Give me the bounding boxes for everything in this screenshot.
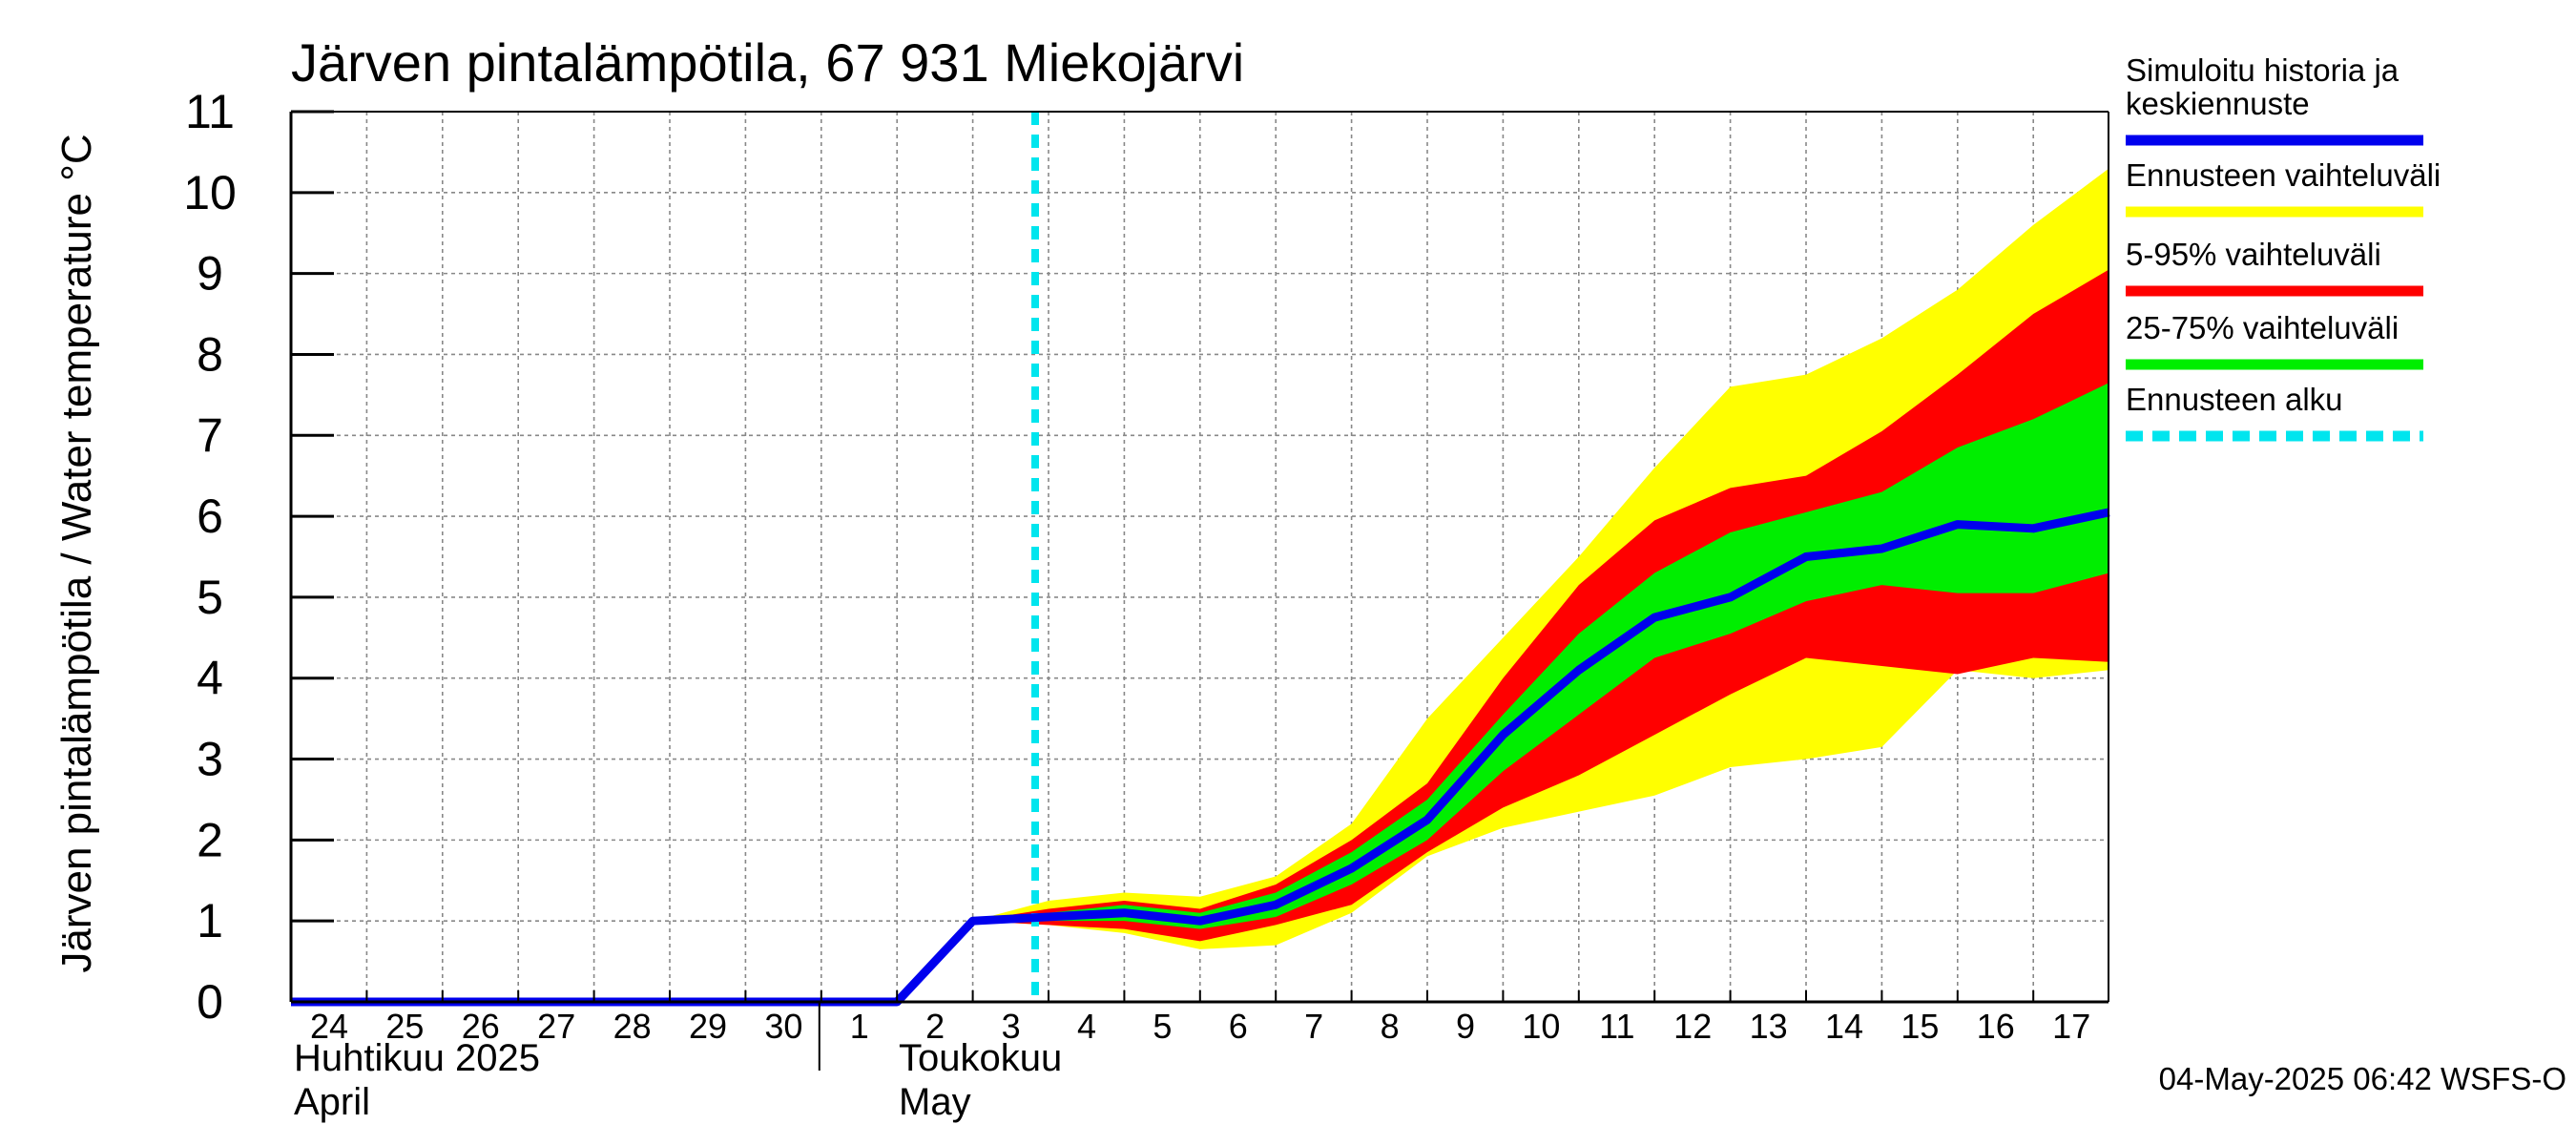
x-tick-label: 16 <box>1977 1007 2015 1046</box>
x-tick-label: 14 <box>1825 1007 1863 1046</box>
y-tick-label: 1 <box>197 894 223 947</box>
month-label-en: April <box>294 1081 370 1123</box>
band-0 <box>972 168 2109 949</box>
x-tick-label: 13 <box>1750 1007 1788 1046</box>
x-tick-label: 6 <box>1229 1007 1248 1046</box>
y-tick-label: 4 <box>197 652 223 705</box>
legend-label: 25-75% vaihteluväli <box>2126 310 2399 345</box>
y-tick-label: 0 <box>197 975 223 1029</box>
x-tick-label: 10 <box>1522 1007 1560 1046</box>
legend-label: 5-95% vaihteluväli <box>2126 237 2381 272</box>
x-tick-label: 28 <box>613 1007 652 1046</box>
x-tick-label: 15 <box>1901 1007 1939 1046</box>
y-tick-label: 11 <box>185 85 235 138</box>
x-tick-label: 5 <box>1153 1007 1172 1046</box>
legend-label: Simuloitu historia ja <box>2126 52 2399 88</box>
x-tick-label: 26 <box>462 1007 500 1046</box>
y-tick-label: 9 <box>197 247 223 301</box>
month-label-fi: Toukokuu <box>899 1037 1062 1079</box>
x-tick-label: 8 <box>1381 1007 1400 1046</box>
legend-label: Ennusteen vaihteluväli <box>2126 157 2441 193</box>
x-tick-label: 11 <box>1599 1007 1634 1046</box>
legend-label: Ennusteen alku <box>2126 382 2343 417</box>
band-1 <box>972 269 2109 942</box>
x-tick-label: 3 <box>1002 1007 1021 1046</box>
x-tick-label: 2 <box>925 1007 945 1046</box>
chart-title: Järven pintalämpötila, 67 931 Miekojärvi <box>291 32 1244 93</box>
x-tick-label: 12 <box>1673 1007 1712 1046</box>
y-tick-label: 2 <box>197 813 223 866</box>
x-tick-label: 24 <box>310 1007 348 1046</box>
y-tick-label: 7 <box>197 408 223 462</box>
month-label-fi: Huhtikuu 2025 <box>294 1037 540 1079</box>
x-tick-label: 1 <box>850 1007 869 1046</box>
y-tick-label: 5 <box>197 571 223 624</box>
y-tick-label: 10 <box>183 166 237 219</box>
month-label-en: May <box>899 1081 971 1123</box>
y-tick-label: 6 <box>197 489 223 543</box>
x-tick-label: 4 <box>1077 1007 1096 1046</box>
y-tick-label: 8 <box>197 327 223 381</box>
x-tick-label: 25 <box>385 1007 424 1046</box>
x-tick-label: 7 <box>1304 1007 1323 1046</box>
median-line <box>291 508 2110 1007</box>
x-tick-label: 17 <box>2052 1007 2090 1046</box>
y-tick-label: 3 <box>197 733 223 786</box>
x-tick-label: 30 <box>764 1007 802 1046</box>
x-tick-label: 27 <box>537 1007 575 1046</box>
bands <box>972 168 2109 949</box>
y-axis-label: Järven pintalämpötila / Water temperatur… <box>53 134 100 972</box>
legend-label: keskiennuste <box>2126 86 2310 121</box>
footer-timestamp: 04-May-2025 06:42 WSFS-O <box>2159 1061 2566 1096</box>
lines <box>291 112 2110 1007</box>
x-tick-label: 9 <box>1456 1007 1475 1046</box>
x-tick-label: 29 <box>689 1007 727 1046</box>
band-2 <box>972 383 2109 929</box>
